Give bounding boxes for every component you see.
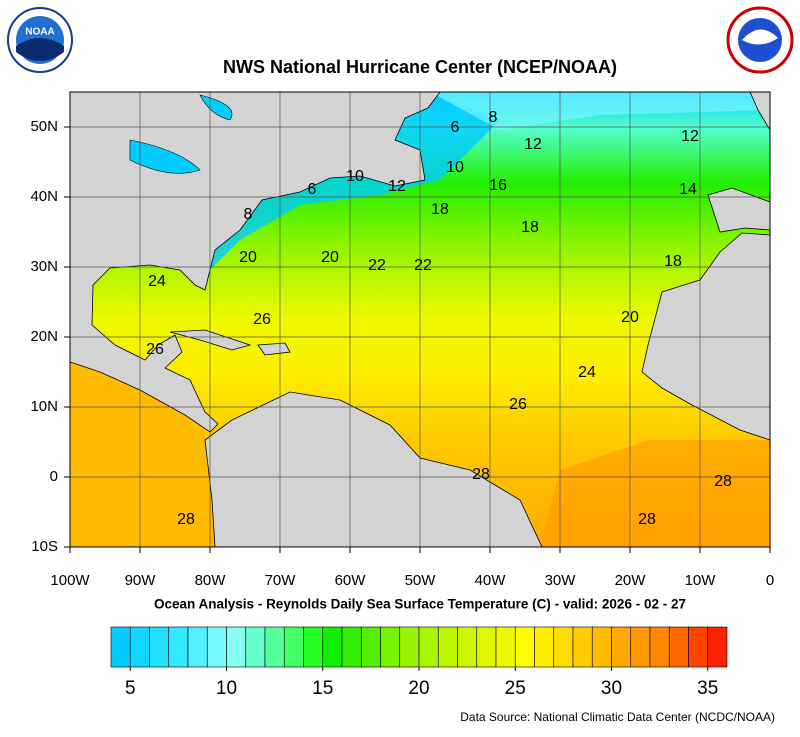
logo-nws	[726, 6, 794, 74]
lat-label: 30N	[30, 258, 58, 275]
contour-label: 22	[368, 257, 386, 274]
colorbar-cell	[245, 626, 266, 668]
lon-label: 40W	[475, 572, 507, 589]
colorbar-cell	[226, 626, 247, 668]
colorbar-cell	[534, 626, 555, 668]
contour-label: 6	[451, 119, 460, 136]
colorbar-cell	[495, 626, 516, 668]
contour-label: 26	[509, 396, 527, 413]
lat-label: 10S	[31, 538, 58, 555]
colorbar-cell	[168, 626, 189, 668]
lat-label: 0	[50, 468, 58, 485]
colorbar-cell	[553, 626, 574, 668]
contour-label: 22	[414, 257, 432, 274]
contour-label: 6	[308, 181, 317, 198]
lat-label: 50N	[30, 118, 58, 135]
lat-label: 10N	[30, 398, 58, 415]
contour-label: 28	[472, 466, 490, 483]
logo-text: NOAA	[25, 27, 54, 38]
colorbar-cell	[611, 626, 632, 668]
colorbar-cell	[129, 626, 150, 668]
contour-label: 18	[431, 201, 449, 218]
colorbar-cell	[322, 626, 343, 668]
contour-label: 12	[524, 136, 542, 153]
colorbar-cell	[418, 626, 439, 668]
lon-label: 80W	[195, 572, 227, 589]
colorbar-cell	[341, 626, 362, 668]
colorbar-cell	[630, 626, 651, 668]
colorbar-cell	[572, 626, 593, 668]
lon-label: 0	[766, 572, 774, 589]
colorbar-label: 30	[601, 678, 622, 699]
colorbar-cell	[514, 626, 535, 668]
colorbar-cell	[668, 626, 689, 668]
contour-label: 20	[621, 309, 639, 326]
colorbar-cell	[688, 626, 709, 668]
lon-label: 60W	[335, 572, 367, 589]
contour-label: 12	[388, 178, 406, 195]
contour-label: 24	[148, 273, 166, 290]
colorbar-cell	[283, 626, 304, 668]
colorbar-cell	[110, 626, 131, 668]
subtitle: Ocean Analysis - Reynolds Daily Sea Surf…	[154, 597, 686, 612]
colorbar-cell	[380, 626, 401, 668]
lon-label: 30W	[545, 572, 577, 589]
colorbar-cell	[206, 626, 227, 668]
lon-label: 70W	[265, 572, 297, 589]
contour-label: 8	[244, 206, 253, 223]
data-source: Data Source: National Climatic Data Cent…	[460, 710, 775, 724]
colorbar-label: 25	[505, 678, 526, 699]
colorbar-cell	[591, 626, 612, 668]
title: NWS National Hurricane Center (NCEP/NOAA…	[223, 57, 617, 77]
colorbar-label: 10	[216, 678, 237, 699]
colorbar-cell	[360, 626, 381, 668]
colorbar-cell	[707, 626, 728, 668]
contour-label: 8	[489, 109, 498, 126]
colorbar-cell	[399, 626, 420, 668]
lon-label: 90W	[125, 572, 157, 589]
contour-label: 12	[681, 128, 699, 145]
contour-label: 28	[177, 511, 195, 528]
map-frame	[69, 91, 771, 548]
colorbar-label: 15	[312, 678, 333, 699]
contour-label: 10	[346, 168, 364, 185]
colorbar-label: 35	[697, 678, 718, 699]
contour-label: 26	[253, 311, 271, 328]
contour-label: 28	[638, 511, 656, 528]
lat-label: 20N	[30, 328, 58, 345]
colorbar-cell	[476, 626, 497, 668]
colorbar-label: 20	[408, 678, 429, 699]
lon-label: 100W	[50, 572, 90, 589]
contour-label: 18	[521, 219, 539, 236]
lon-label: 50W	[405, 572, 437, 589]
contour-label: 28	[714, 473, 732, 490]
contour-label: 20	[321, 249, 339, 266]
colorbar-cell	[149, 626, 170, 668]
lon-label: 10W	[685, 572, 717, 589]
logo-noaa: NOAA	[7, 7, 73, 73]
colorbar-label: 5	[125, 678, 136, 699]
lon-label: 20W	[615, 572, 647, 589]
colorbar-cell	[264, 626, 285, 668]
contour-label: 14	[679, 181, 697, 198]
colorbar-cell	[303, 626, 324, 668]
contour-label: 10	[446, 159, 464, 176]
contour-label: 18	[664, 253, 682, 270]
colorbar-cell	[187, 626, 208, 668]
contour-label: 24	[578, 364, 596, 381]
contour-label: 20	[239, 249, 257, 266]
lat-label: 40N	[30, 188, 58, 205]
colorbar-cell	[437, 626, 458, 668]
contour-label: 16	[489, 177, 507, 194]
colorbar-cell	[457, 626, 478, 668]
contour-label: 26	[146, 341, 164, 358]
colorbar-cell	[649, 626, 670, 668]
colorbar: 5 10 15 20 25 30 35	[110, 626, 728, 699]
